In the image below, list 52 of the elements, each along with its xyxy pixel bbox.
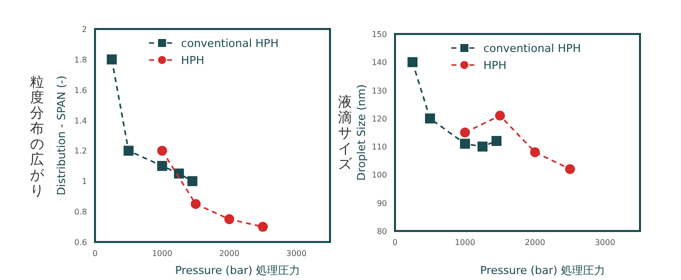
y-tick-label: 100 (372, 170, 387, 180)
y-tick-label: 120 (372, 114, 387, 124)
y-axis-title: Distribution - SPAN (-) (55, 76, 68, 196)
point (565, 164, 575, 174)
point (124, 146, 134, 156)
x-tick-label: 2000 (219, 249, 240, 258)
text: 液滴サイズ (338, 94, 353, 172)
y-tick-label: 1.6 (74, 86, 87, 95)
text: 粒度分布の広がり (30, 74, 45, 199)
y-tick-label: 1.4 (74, 116, 87, 126)
legend-label: conventional HPH (483, 42, 581, 55)
point (460, 138, 470, 149)
point (157, 160, 168, 171)
point (174, 168, 184, 179)
point (224, 214, 234, 224)
point (495, 110, 505, 121)
y-tick-label: 1 (82, 177, 87, 186)
x-tick-label: 2000 (524, 238, 546, 247)
point (478, 142, 488, 152)
y-tick-label: 1.2 (74, 146, 87, 156)
point (492, 136, 502, 146)
y-tick-label: 150 (372, 30, 387, 39)
point (157, 146, 168, 156)
y-tick-label: 90 (376, 198, 387, 208)
x-tick-label: 0 (392, 238, 398, 247)
y-tick-label: 80 (376, 227, 387, 236)
point (425, 113, 435, 124)
x-tick-label: 1000 (454, 238, 476, 247)
legend-label: conventional HPH (181, 37, 279, 50)
legend-label: HPH (483, 59, 507, 72)
y-tick-label: 130 (372, 86, 387, 96)
y-tick-label: 0.6 (74, 238, 87, 247)
y-tick-label: 0.8 (74, 208, 87, 217)
legend-label: HPH (181, 54, 204, 67)
x-tick-label: 3000 (286, 249, 307, 258)
x-tick-label: 0 (92, 249, 98, 258)
x-axis-title: Pressure (bar) 処理圧力 (175, 264, 300, 277)
point (106, 54, 117, 64)
x-tick-label: 3000 (594, 238, 616, 247)
y-axis-title: Droplet Size (nm) (355, 84, 368, 181)
point (190, 198, 201, 209)
x-tick-label: 1000 (152, 249, 172, 258)
point (187, 176, 198, 186)
point (460, 128, 470, 138)
y-tick-label: 140 (372, 58, 387, 68)
y-tick-label: 2 (82, 25, 87, 34)
y-tick-label: 1.8 (74, 55, 87, 64)
point (258, 222, 268, 232)
x-axis-title: Pressure (bar) 処理圧力 (480, 264, 605, 277)
y-tick-label: 110 (372, 142, 387, 152)
point (408, 57, 418, 68)
point (530, 147, 540, 158)
